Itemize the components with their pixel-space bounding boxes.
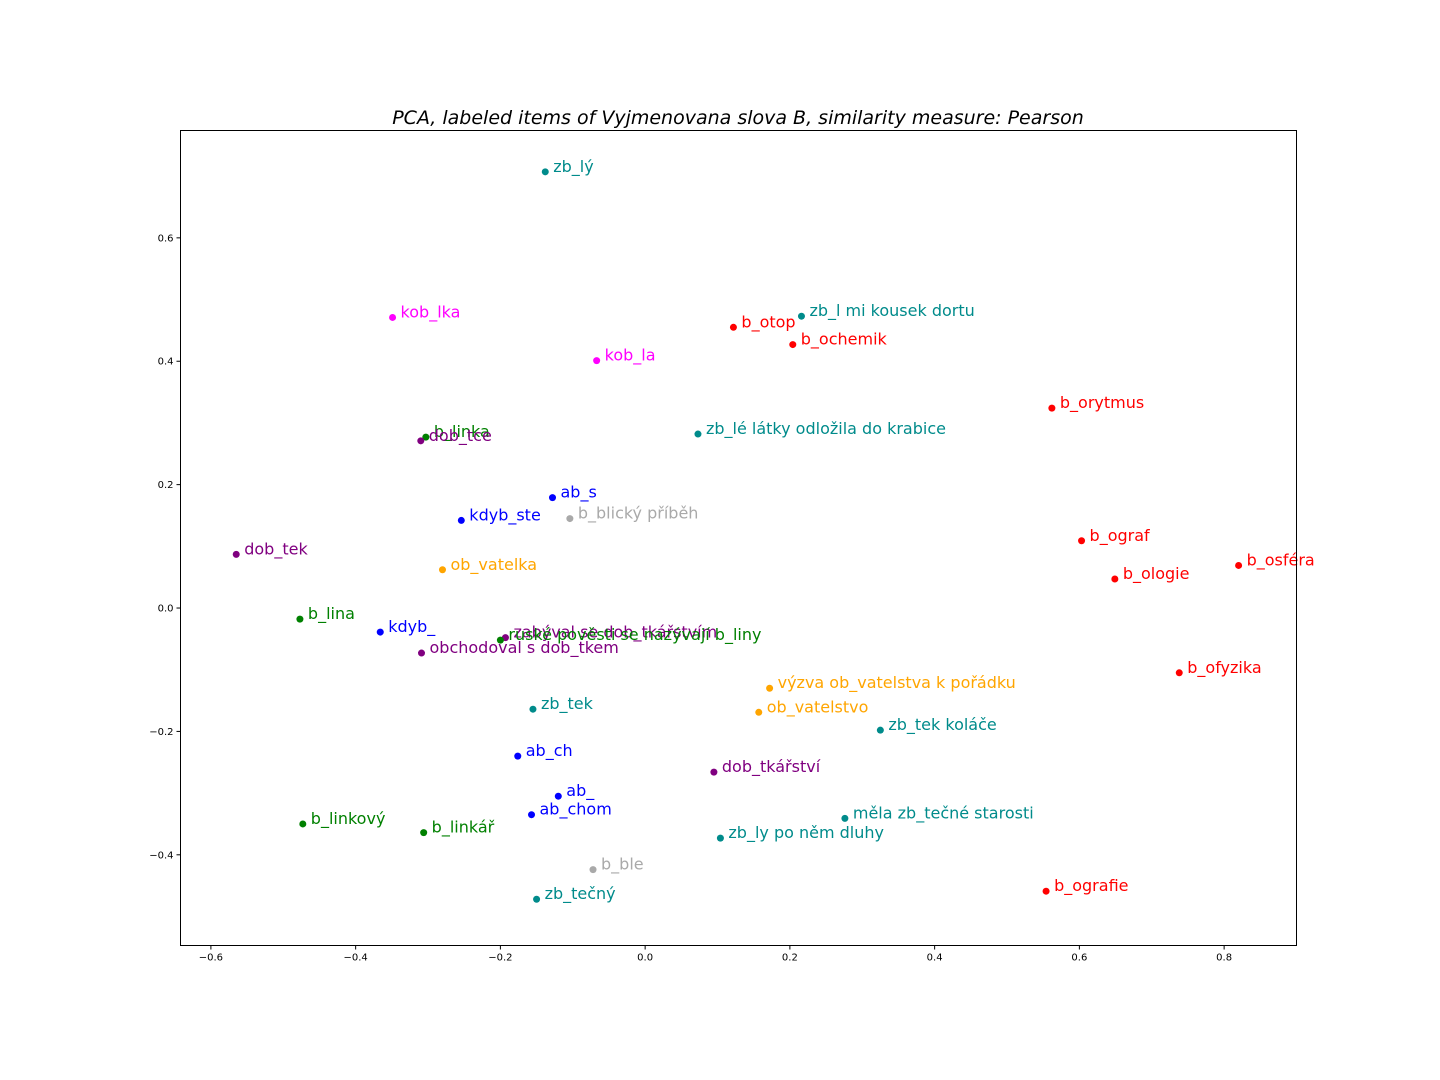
scatter-point bbox=[841, 814, 849, 822]
axis-ticks: −0.6 −0.4 −0.2 0.0 0.2 0.4 0.6 0.8 −0.4 −0.2 0.0 0.… bbox=[149, 233, 1232, 963]
y-tick-label: −0.4 bbox=[149, 850, 173, 861]
scatter-point bbox=[1042, 887, 1050, 895]
scatter-point bbox=[766, 684, 774, 692]
x-tick-label: 0.0 bbox=[637, 953, 653, 964]
x-tick-label: −0.6 bbox=[199, 953, 223, 964]
point-label: b_ofyzika bbox=[1187, 658, 1261, 678]
point-label: ruské pověsti se nazývají b_liny bbox=[508, 625, 761, 645]
point-label: b_blický příběh bbox=[578, 504, 699, 524]
point-label: dob_tek bbox=[244, 539, 308, 559]
scatter-point bbox=[232, 550, 240, 558]
scatter-point bbox=[1175, 669, 1183, 677]
x-tick-label: 0.2 bbox=[782, 953, 798, 964]
point-label: b_osféra bbox=[1247, 550, 1315, 570]
point-label: zb_lý bbox=[553, 157, 593, 177]
scatter-point bbox=[729, 323, 737, 331]
scatter-point bbox=[389, 313, 397, 321]
scatter-point bbox=[529, 705, 537, 713]
scatter-point bbox=[566, 515, 574, 523]
scatter-point bbox=[376, 628, 384, 636]
scatter-point bbox=[533, 895, 541, 903]
scatter-point bbox=[1048, 404, 1056, 412]
point-label: zb_tek koláče bbox=[888, 715, 996, 735]
scatter-point bbox=[755, 708, 763, 716]
scatter-points: zb_lý kob_lka kob_la b_otop zb_l mi kousek d… bbox=[232, 157, 1315, 904]
point-label: zb_ly po něm dluhy bbox=[728, 823, 884, 843]
point-label: ab_ bbox=[566, 781, 595, 801]
point-label: zabýval se dob_tkářstvím bbox=[513, 623, 717, 643]
point-label: b_ble bbox=[601, 855, 644, 875]
point-label: zb_l mi kousek dortu bbox=[809, 301, 974, 321]
point-label: b_linkový bbox=[311, 809, 386, 829]
scatter-point bbox=[1078, 537, 1086, 545]
point-label: b_linka bbox=[434, 422, 490, 442]
scatter-point bbox=[541, 168, 549, 176]
scatter-point bbox=[1235, 561, 1243, 569]
y-tick-label: 0.4 bbox=[158, 357, 174, 368]
scatter-point bbox=[457, 516, 465, 524]
point-label: dob_tkářství bbox=[722, 757, 821, 777]
scatter-point bbox=[528, 811, 536, 819]
point-label: b_orytmus bbox=[1060, 393, 1144, 413]
point-label: ab_s bbox=[561, 483, 597, 503]
x-tick-label: 0.8 bbox=[1216, 953, 1232, 964]
point-label: ob_vatelka bbox=[450, 555, 537, 575]
y-tick-label: −0.2 bbox=[149, 727, 173, 738]
y-tick-label: 0.6 bbox=[158, 233, 174, 244]
x-tick-label: −0.2 bbox=[488, 953, 512, 964]
scatter-point bbox=[549, 494, 556, 502]
scatter-point bbox=[797, 312, 805, 320]
y-tick-label: 0.0 bbox=[158, 604, 174, 615]
scatter-point bbox=[418, 649, 426, 657]
point-label: měla zb_tečné starosti bbox=[853, 803, 1034, 823]
scatter-point bbox=[876, 726, 884, 734]
y-tick-label: 0.2 bbox=[158, 480, 174, 491]
point-label: kdyb_ste bbox=[469, 505, 541, 525]
x-tick-label: 0.4 bbox=[927, 953, 943, 964]
point-label: ob_vatelstvo bbox=[767, 697, 869, 717]
scatter-point bbox=[420, 829, 428, 837]
scatter-point bbox=[299, 820, 307, 828]
x-tick-label: −0.4 bbox=[343, 953, 367, 964]
scatter-point bbox=[438, 566, 446, 574]
point-label: b_linkář bbox=[432, 818, 495, 838]
point-label: b_ografie bbox=[1054, 876, 1128, 896]
point-label: b_ologie bbox=[1123, 564, 1190, 584]
point-label: obchodoval s dob_tkem bbox=[430, 638, 619, 658]
point-label: b_ograf bbox=[1090, 526, 1150, 546]
scatter-point bbox=[514, 752, 522, 760]
scatter-point bbox=[496, 636, 504, 644]
scatter-point bbox=[789, 341, 797, 349]
scatter-point bbox=[296, 615, 304, 623]
point-label: kdyb_ bbox=[388, 617, 436, 637]
point-label: výzva ob_vatelstva k pořádku bbox=[778, 673, 1016, 693]
x-tick-label: 0.6 bbox=[1071, 953, 1087, 964]
point-label: zb_tek bbox=[541, 694, 594, 714]
point-label: ab_ch bbox=[526, 741, 573, 761]
point-label: b_lina bbox=[308, 604, 355, 624]
point-label: b_otop bbox=[741, 312, 795, 332]
plot-frame bbox=[180, 130, 1297, 946]
point-label: ab_chom bbox=[540, 800, 612, 820]
point-label: b_ochemik bbox=[801, 330, 888, 350]
point-label: kob_lka bbox=[401, 302, 461, 322]
scatter-point bbox=[1111, 575, 1119, 583]
point-label: kob_la bbox=[605, 346, 656, 366]
point-label: dob_tce bbox=[429, 426, 492, 446]
scatter-point bbox=[422, 433, 430, 441]
point-label: zb_lé látky odložila do krabice bbox=[706, 419, 946, 439]
scatter-point bbox=[710, 768, 718, 776]
chart-title: PCA, labeled items of Vyjmenovana slova … bbox=[392, 107, 1084, 129]
scatter-point bbox=[589, 866, 597, 874]
scatter-point bbox=[417, 437, 425, 445]
scatter-point bbox=[593, 357, 601, 365]
point-label: zb_tečný bbox=[545, 884, 616, 904]
scatter-point bbox=[554, 792, 562, 800]
scatter-point bbox=[694, 430, 702, 438]
scatter-point bbox=[716, 834, 724, 842]
